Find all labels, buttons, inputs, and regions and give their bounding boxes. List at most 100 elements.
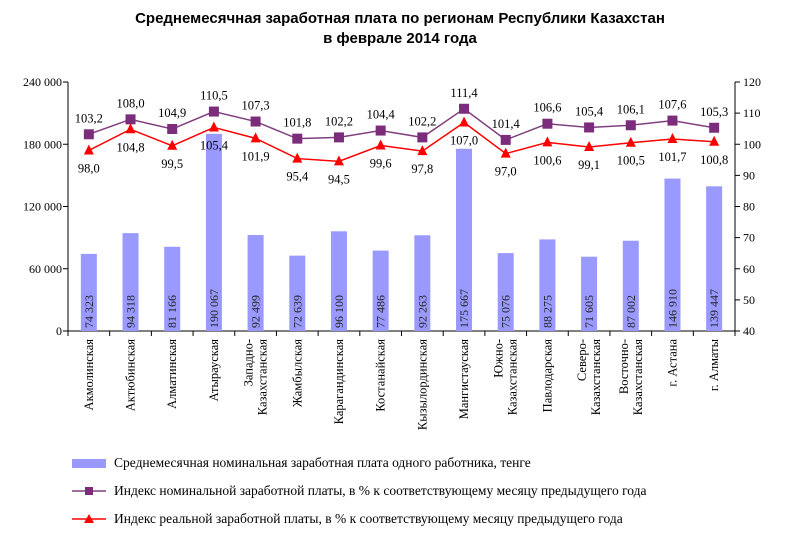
nominal-index-label: 103,2 — [75, 111, 103, 125]
bar — [456, 148, 473, 331]
right-tick-label: 70 — [743, 231, 755, 245]
nominal-index-marker — [333, 132, 344, 143]
real-index-marker — [292, 152, 303, 163]
bar — [80, 253, 97, 331]
bar-label: 146 910 — [665, 289, 679, 328]
bar-label: 139 447 — [707, 289, 721, 328]
real-index-marker — [500, 147, 511, 158]
chart-title-line1: Среднемесячная заработная плата по регио… — [135, 10, 665, 27]
bar — [581, 256, 598, 331]
nominal-index-line — [88, 107, 715, 141]
left-tick-label: 60 000 — [29, 262, 62, 276]
real-index-line — [88, 121, 715, 163]
bar — [122, 233, 139, 331]
category-label: Казахстанская — [256, 339, 270, 415]
category-label: Акмолинская — [82, 339, 96, 411]
right-tick-label: 50 — [743, 293, 755, 307]
real-index-marker — [167, 139, 178, 150]
bar-label: 190 067 — [207, 289, 221, 328]
nominal-index-label: 107,6 — [658, 98, 686, 112]
left-tick-label: 180 000 — [23, 137, 62, 151]
nominal-index-label: 108,0 — [116, 96, 144, 110]
real-index-marker — [542, 136, 553, 147]
real-index-marker — [709, 135, 720, 146]
legend-label: Среднемесячная номинальная заработная пл… — [114, 455, 531, 470]
real-index-marker — [208, 121, 219, 132]
bar — [205, 133, 222, 331]
category-label: Южно- — [492, 339, 506, 378]
real-index-label: 95,4 — [286, 170, 309, 184]
bar — [164, 246, 181, 331]
category-label: Восточно- — [617, 339, 631, 394]
real-index-label: 100,5 — [617, 154, 645, 168]
nominal-index-label: 107,3 — [242, 99, 270, 113]
nominal-index-label: 101,8 — [283, 116, 311, 130]
legend-item-nominal-index: Индекс номинальной заработной платы, в %… — [72, 483, 647, 499]
real-index-label: 98,0 — [78, 161, 100, 175]
real-index-marker — [625, 136, 636, 147]
nominal-index-marker — [292, 133, 303, 144]
nominal-index-marker — [375, 125, 386, 136]
nominal-index-marker — [417, 132, 428, 143]
nominal-index-marker — [709, 122, 720, 133]
category-label: г. Алматы — [707, 338, 721, 391]
bar — [497, 253, 514, 331]
real-index-marker — [667, 132, 678, 143]
real-index-label: 97,8 — [411, 162, 433, 176]
nominal-index-marker — [83, 129, 94, 140]
nominal-index-label: 105,3 — [700, 105, 728, 119]
nominal-index-marker — [250, 116, 261, 127]
bar — [247, 235, 264, 331]
category-label: Павлодарская — [540, 339, 554, 413]
right-tick-label: 40 — [743, 324, 755, 338]
bar — [289, 255, 306, 331]
real-index-label: 101,7 — [658, 150, 686, 164]
right-tick-label: 100 — [743, 137, 761, 151]
category-label: Казахстанская — [631, 339, 645, 415]
category-label: г. Астана — [665, 339, 679, 387]
real-index-label: 99,6 — [370, 156, 392, 170]
real-index-label: 105,4 — [200, 138, 229, 152]
nominal-index-label: 104,9 — [158, 106, 186, 120]
nominal-index-label: 105,4 — [575, 104, 604, 118]
legend-bar-swatch — [72, 459, 106, 468]
category-label: Казахстанская — [506, 339, 520, 415]
right-tick-label: 90 — [743, 168, 755, 182]
nominal-index-marker — [667, 115, 678, 126]
real-index-marker — [333, 155, 344, 166]
real-index-label: 107,0 — [450, 133, 478, 147]
nominal-index-label: 106,6 — [533, 101, 561, 115]
bar-label: 92 263 — [415, 295, 429, 328]
chart-title-line2: в феврале 2014 года — [323, 30, 477, 47]
legend-triangle-marker — [84, 514, 94, 523]
nominal-index-marker — [542, 118, 553, 129]
legend-square-marker — [85, 487, 93, 495]
left-tick-label: 0 — [56, 324, 62, 338]
nominal-index-label: 101,4 — [492, 117, 521, 131]
bar-label: 175 667 — [457, 289, 471, 328]
real-index-label: 101,9 — [242, 149, 270, 163]
nominal-index-label: 106,1 — [617, 102, 645, 116]
real-index-marker — [125, 123, 136, 134]
nominal-index-marker — [625, 120, 636, 131]
nominal-index-label: 104,4 — [367, 108, 396, 122]
right-tick-label: 110 — [743, 106, 761, 120]
bar-label: 87 002 — [624, 295, 638, 328]
category-label: Кызылординская — [415, 339, 429, 430]
bar — [539, 239, 556, 331]
bar — [622, 240, 639, 331]
category-label: Казахстанская — [589, 339, 603, 415]
category-label: Атырауская — [207, 339, 221, 402]
real-index-label: 100,6 — [533, 153, 561, 167]
legend-label: Индекс реальной заработной платы, в % к … — [114, 511, 623, 526]
category-label: Западно- — [242, 339, 256, 386]
right-tick-label: 120 — [743, 75, 761, 89]
real-index-label: 99,5 — [161, 157, 183, 171]
nominal-index-marker — [167, 123, 178, 134]
category-label: Актюбинская — [124, 339, 138, 411]
bar — [330, 231, 347, 331]
category-label: Алматинская — [165, 339, 179, 409]
real-index-label: 97,0 — [495, 165, 517, 179]
